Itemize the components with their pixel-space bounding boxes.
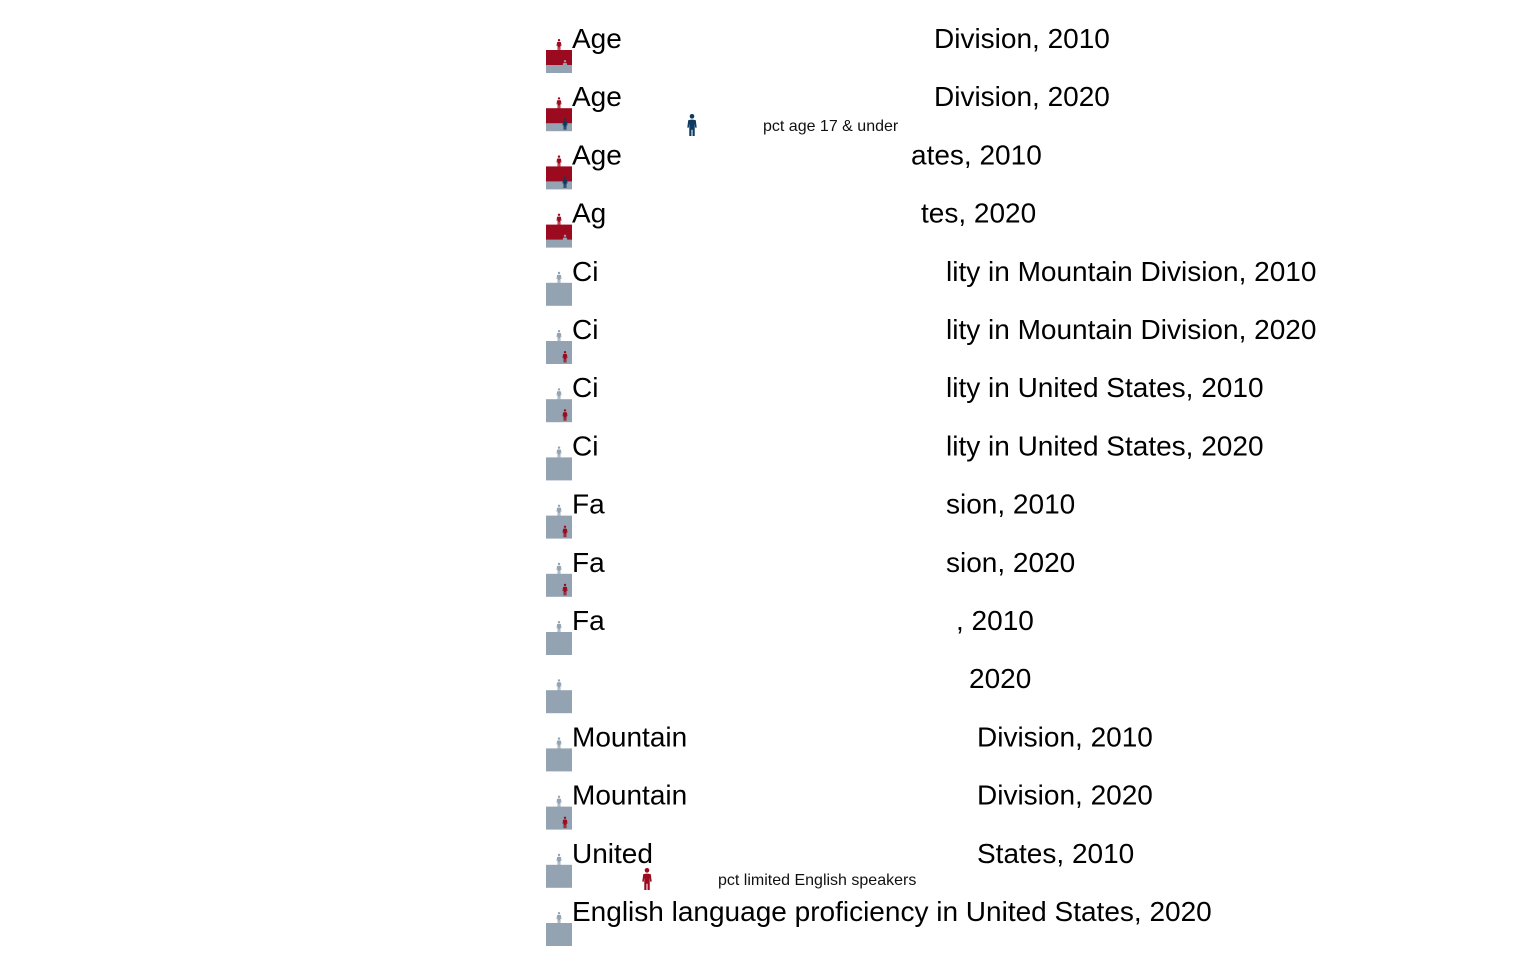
person-icon xyxy=(562,176,568,188)
row-title: English language proficiency in United S… xyxy=(572,896,1212,927)
person-icon xyxy=(562,816,568,829)
row-title: Age Division, 2020 xyxy=(572,81,1110,112)
person-icon xyxy=(556,155,562,167)
waffle-tile-base xyxy=(546,647,572,655)
legend-label: pct limited English speakers xyxy=(718,872,916,889)
person-icon xyxy=(556,621,562,633)
row-10: Fa sion, 2020 xyxy=(546,547,1075,597)
person-icon xyxy=(556,97,562,109)
row-title: Ag tes, 2020 xyxy=(572,198,1036,229)
person-icon xyxy=(642,868,652,891)
legend-item: pct age 17 & under xyxy=(687,114,899,137)
person-icon xyxy=(562,118,568,130)
waffle-tile-base xyxy=(546,821,572,830)
waffle-tile-base xyxy=(546,181,572,190)
row-4: Ag tes, 2020 xyxy=(546,198,1036,248)
person-icon xyxy=(562,234,568,247)
row-14: Mountain Division, 2020 xyxy=(546,780,1153,830)
waffle-tile-base xyxy=(546,705,572,714)
person-icon xyxy=(556,271,562,284)
row-title: Fa, 2010 xyxy=(572,605,1034,636)
person-icon xyxy=(556,679,562,691)
waffle-tile-base xyxy=(546,123,572,132)
person-icon xyxy=(556,853,562,866)
row-title: Mountain Division, 2010 xyxy=(572,721,1153,752)
person-icon xyxy=(562,60,568,72)
person-icon xyxy=(556,330,562,342)
row-7: Ci lity in United States, 2010 xyxy=(546,372,1264,423)
waffle-tile-base xyxy=(546,414,572,423)
row-title: Fa sion, 2020 xyxy=(572,547,1075,578)
row-title: Ci lity in United States, 2020 xyxy=(572,430,1264,461)
row-1: Age Division, 2010 xyxy=(546,23,1110,73)
waffle-tile-base xyxy=(546,879,572,888)
person-icon xyxy=(556,388,562,400)
person-icon xyxy=(556,504,562,517)
row-title: Ci lity in Mountain Division, 2020 xyxy=(572,314,1316,345)
person-icon xyxy=(556,213,562,226)
person-icon xyxy=(687,114,697,137)
waffle-tile-base xyxy=(546,297,572,306)
row-9: Fa sion, 2010 xyxy=(546,489,1075,539)
row-title: Ci lity in United States, 2010 xyxy=(572,372,1264,403)
row-title: Fa sion, 2010 xyxy=(572,489,1075,520)
row-16: English language proficiency in United S… xyxy=(546,896,1212,946)
person-icon xyxy=(556,39,562,51)
person-icon xyxy=(562,642,568,654)
row-3: Age ates, 2010 xyxy=(546,139,1042,190)
waffle-tile-base xyxy=(546,472,572,481)
row-2: Age Division, 2020 xyxy=(546,81,1110,132)
person-icon xyxy=(562,292,568,305)
row-12: 2020 xyxy=(546,663,1031,714)
waffle-tile-base xyxy=(546,938,572,946)
person-icon xyxy=(562,467,568,479)
person-icon xyxy=(562,525,568,538)
person-icon xyxy=(562,409,568,421)
person-icon xyxy=(562,351,568,363)
row-title: Age Division, 2010 xyxy=(572,23,1110,54)
row-13: Mountain Division, 2010 xyxy=(546,721,1153,772)
person-icon xyxy=(556,446,562,458)
chart-rows: Age Division, 2010 Age Division, 2020 Age ate… xyxy=(546,23,1316,946)
row-15: United States, 2010 xyxy=(546,838,1134,888)
person-icon xyxy=(556,912,562,924)
legend: pct age 17 & under pct limited English sp… xyxy=(642,114,916,891)
person-icon xyxy=(562,933,568,945)
waffle-tile-base xyxy=(546,588,572,597)
row-title: Mountain Division, 2020 xyxy=(572,780,1153,811)
row-11: Fa, 2010 xyxy=(546,605,1034,655)
row-title: Age ates, 2010 xyxy=(572,139,1042,170)
row-8: Ci lity in United States, 2020 xyxy=(546,430,1264,481)
waffle-tile-base xyxy=(546,356,572,364)
row-6: Ci lity in Mountain Division, 2020 xyxy=(546,314,1316,364)
person-icon xyxy=(562,583,568,596)
row-title: United States, 2010 xyxy=(572,838,1134,869)
waffle-tile-base xyxy=(546,763,572,772)
person-icon xyxy=(562,874,568,887)
person-icon xyxy=(556,562,562,575)
row-title: 2020 xyxy=(969,663,1031,694)
person-icon xyxy=(556,737,562,749)
waffle-tile-base xyxy=(546,530,572,539)
legend-label: pct age 17 & under xyxy=(763,118,899,135)
row-title: Ci lity in Mountain Division, 2010 xyxy=(572,256,1316,287)
person-icon xyxy=(562,700,568,712)
waffle-tile-base xyxy=(546,65,572,73)
person-icon xyxy=(556,795,562,808)
waffle-tile-base xyxy=(546,239,572,248)
row-5: Ci lity in Mountain Division, 2010 xyxy=(546,256,1316,306)
legend-item: pct limited English speakers xyxy=(642,868,916,891)
person-icon xyxy=(562,758,568,770)
